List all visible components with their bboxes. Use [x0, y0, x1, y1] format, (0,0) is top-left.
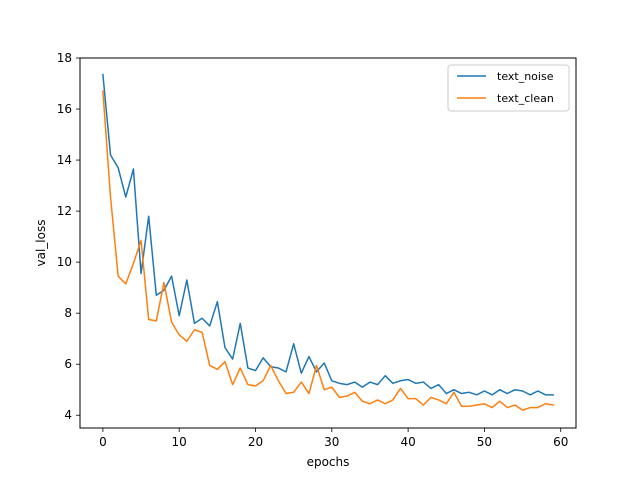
x-tick-label: 20 [248, 435, 263, 449]
y-axis-ticks: 4 6 8 10 12 14 16 18 [57, 51, 80, 422]
x-tick-label: 40 [400, 435, 415, 449]
x-tick-label: 50 [477, 435, 492, 449]
series-line-text-noise [102, 73, 554, 396]
y-tick-label: 12 [57, 204, 72, 218]
x-axis-ticks: 0 10 20 30 40 50 60 [99, 428, 568, 449]
y-axis-label: val_loss [34, 220, 48, 267]
x-tick-label: 30 [324, 435, 339, 449]
series-lines [102, 73, 554, 411]
y-tick-label: 8 [64, 306, 72, 320]
x-tick-label: 60 [553, 435, 568, 449]
y-tick-label: 14 [57, 153, 72, 167]
legend-label: text_clean [497, 92, 554, 105]
axes-frame [79, 57, 577, 429]
series-line-text-clean [102, 90, 554, 411]
legend-label: text_noise [497, 70, 554, 83]
plot-area [80, 58, 576, 428]
x-tick-label: 0 [99, 435, 107, 449]
y-tick-label: 10 [57, 255, 72, 269]
legend: text_noise text_clean [447, 64, 570, 112]
y-tick-label: 6 [64, 357, 72, 371]
y-tick-label: 16 [57, 102, 72, 116]
x-axis-label: epochs [307, 455, 350, 469]
x-tick-label: 10 [172, 435, 187, 449]
y-tick-label: 18 [57, 51, 72, 65]
y-tick-label: 4 [64, 408, 72, 422]
